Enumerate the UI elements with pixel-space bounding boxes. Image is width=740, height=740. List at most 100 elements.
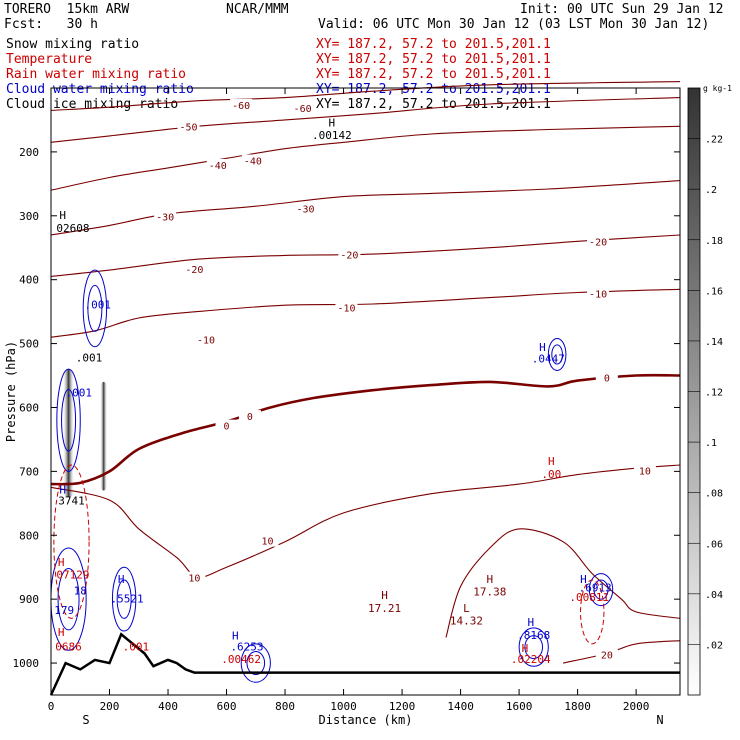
org-label: NCAR/MMM [226, 2, 289, 17]
isotherm-label-bg [177, 120, 200, 133]
isotherm-label: -10 [589, 289, 607, 300]
isotherm-label: 0 [224, 422, 230, 433]
isotherm-label-bg [183, 571, 206, 584]
north-label: N [656, 713, 663, 727]
colorbar-tick-label: .08 [705, 489, 723, 500]
y-tick-label: 300 [19, 210, 39, 223]
y-axis-title: Pressure (hPa) [4, 341, 18, 442]
extremum-label: H [580, 573, 587, 586]
isotherm-label: -50 [179, 123, 197, 134]
isotherm-label-bg [595, 371, 618, 384]
extremum-label: .001 [85, 298, 112, 311]
isotherm-line [50, 81, 681, 111]
extremum-label: 0686 [55, 640, 82, 653]
y-tick-label: 700 [19, 465, 39, 478]
cloud-water-contour [116, 579, 132, 619]
colorbar-tick-label: .02 [705, 640, 723, 651]
y-tick-label: 500 [19, 338, 39, 351]
isotherm-label-bg [291, 102, 314, 115]
isotherm-label: -60 [294, 104, 312, 115]
model-label: TORERO 15km ARW [4, 2, 130, 17]
isotherm-line [50, 288, 681, 338]
extremum-label: 07129 [56, 569, 89, 582]
extremum-label: 17.21 [368, 602, 401, 615]
isotherm-label: -10 [337, 303, 355, 314]
cloud-water-contour [593, 579, 609, 600]
extremum-label: .001 [76, 351, 103, 364]
extremum-label: .8168 [517, 629, 550, 642]
isotherm-label: 0 [604, 374, 610, 385]
extremum-label: .00811 [569, 591, 609, 604]
extremum-label: H [58, 626, 65, 639]
section-coords: XY= 187.2, 57.2 to 201.5,201.1 [316, 82, 551, 97]
isotherm-label-bg [587, 235, 610, 248]
cloud-water-contour [82, 269, 108, 348]
cloud-water-contour [551, 344, 563, 365]
isotherm-label-bg [256, 534, 279, 547]
extremum-label: .6913 [579, 581, 612, 594]
x-tick-label: 600 [217, 700, 237, 713]
isotherm-label: 0 [247, 412, 253, 423]
rain-water-contour [53, 464, 90, 619]
isotherm-line [50, 180, 681, 236]
cloud-water-contour [57, 567, 80, 631]
cloud-water-contour [588, 573, 614, 607]
x-tick-label: 0 [48, 700, 55, 713]
isotherm-label-bg [335, 301, 358, 314]
extremum-label: H [58, 556, 65, 569]
extremum-label: .6253 [230, 640, 263, 653]
extremum-label: .00462 [221, 653, 261, 666]
cloud-water-contour [111, 566, 137, 632]
cloud-water-contour [240, 643, 271, 683]
rain-water-contour [580, 579, 605, 645]
isotherm-label-bg [206, 158, 229, 171]
isotherm-label-bg [215, 419, 238, 432]
colorbar-tick-label: .22 [705, 135, 723, 146]
extremum-label: H [381, 589, 388, 602]
x-tick-label: 1400 [447, 700, 474, 713]
isotherm-label: -30 [156, 213, 174, 224]
extremum-label: H [59, 209, 66, 222]
section-coords: XY= 187.2, 57.2 to 201.5,201.1 [316, 52, 551, 67]
colorbar-tick-label: .18 [705, 236, 723, 247]
extremum-label: .001 [66, 387, 93, 400]
terrain-line [49, 632, 680, 696]
isotherm-label-bg [230, 98, 253, 111]
extremum-label: H [527, 616, 534, 629]
isotherm-label-bg [633, 464, 656, 477]
colorbar-unit: g kg-1 [703, 84, 732, 93]
isotherm-label-bg [241, 154, 264, 167]
plot-frame [50, 87, 681, 696]
extremum-label: 179 [54, 604, 74, 617]
isotherm-label: 20 [601, 650, 613, 661]
x-tick-label: 2000 [623, 700, 650, 713]
y-tick-label: 600 [19, 401, 39, 414]
extremum-label: H [232, 629, 239, 642]
south-label: S [82, 713, 89, 727]
x-tick-label: 1000 [330, 700, 357, 713]
extremum-label: .5521 [111, 592, 144, 605]
isotherm-label: 10 [261, 537, 273, 548]
isotherm-label: -20 [185, 265, 203, 276]
field-label: Temperature [6, 52, 93, 67]
cloud-water-contour [547, 337, 567, 371]
isotherm-label-bg [154, 210, 177, 223]
cloud-water-contour [56, 368, 81, 472]
y-tick-label: 200 [19, 146, 39, 159]
x-tick-label: 200 [100, 700, 120, 713]
extremum-label: L [463, 602, 470, 615]
isotherm-label: -60 [232, 101, 250, 112]
cloud-water-contour [246, 651, 266, 676]
x-tick-label: 1200 [389, 700, 416, 713]
isotherm-label-bg [595, 648, 618, 661]
isotherm-label-bg [587, 287, 610, 300]
extremum-label: .00142 [312, 129, 352, 142]
isotherm-label: -20 [589, 238, 607, 249]
field-label: Cloud water mixing ratio [6, 82, 194, 97]
extremum-label: H [539, 341, 546, 354]
extremum-label: .001 [123, 640, 150, 653]
extremum-label: H [522, 642, 529, 655]
extremum-label: .00 [541, 468, 561, 481]
extremum-label: H [548, 455, 555, 468]
